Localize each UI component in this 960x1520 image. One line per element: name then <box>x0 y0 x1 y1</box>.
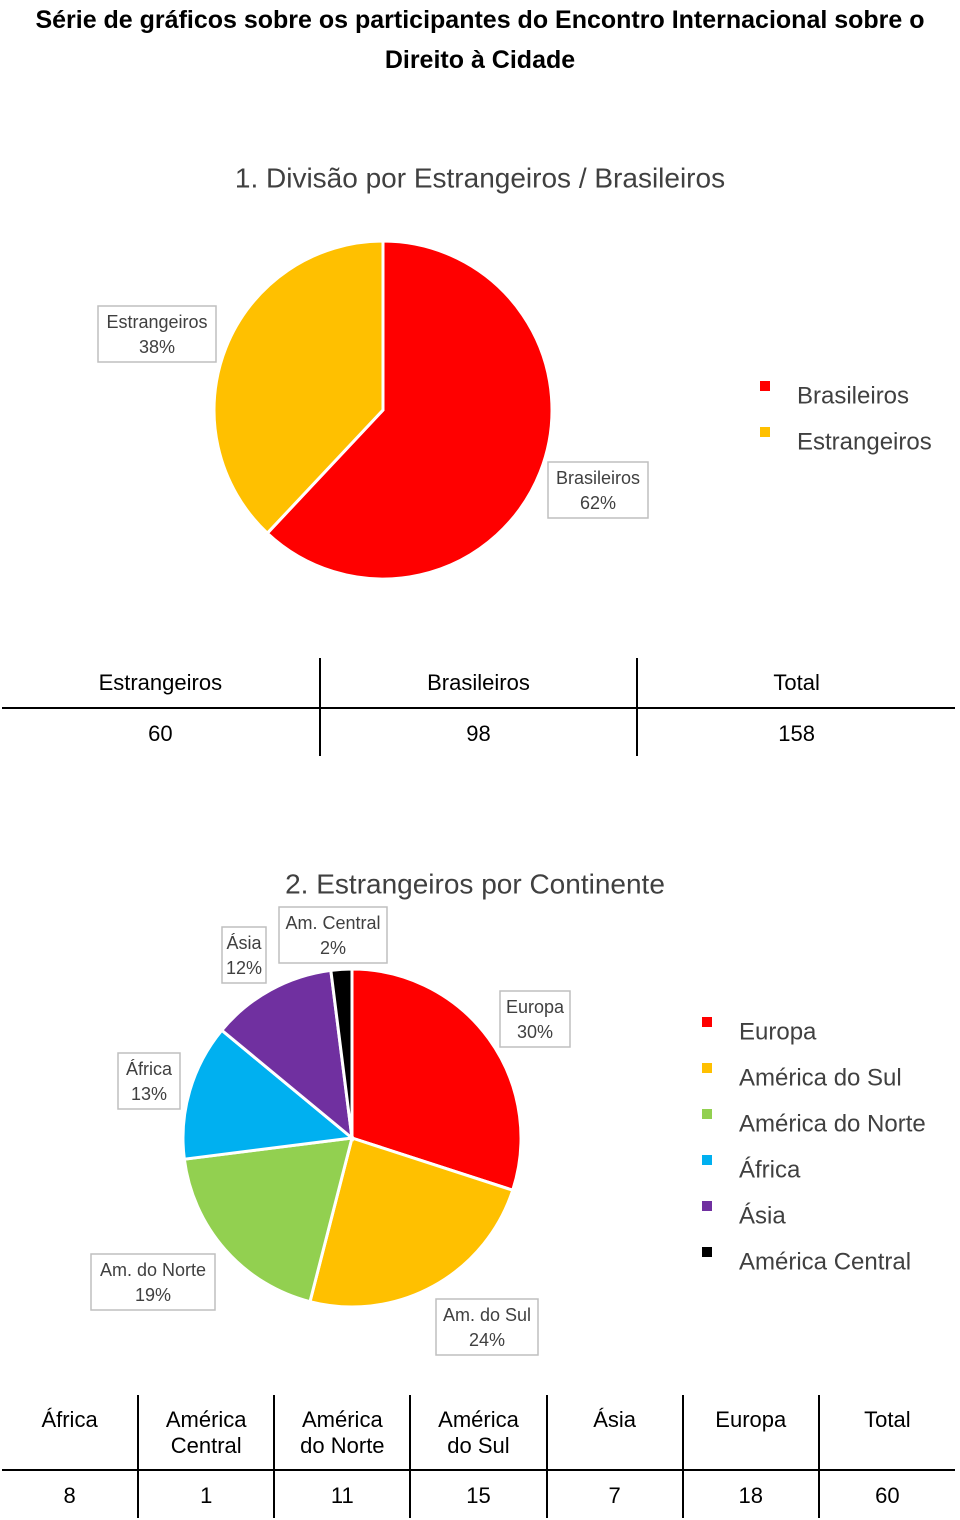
legend-swatch <box>760 427 770 437</box>
legend-swatch <box>702 1247 712 1257</box>
callout-box <box>547 461 649 519</box>
data-label-name: Europa <box>506 997 565 1017</box>
header-cell: Total <box>817 1395 955 1471</box>
legend-swatch <box>702 1017 712 1027</box>
legend-label: Ásia <box>739 1202 786 1229</box>
callout-box <box>435 1298 539 1356</box>
legend-label: América Central <box>739 1248 911 1275</box>
header-cell: Ásia <box>545 1395 683 1471</box>
cell: 1 <box>137 1470 275 1518</box>
table: Estrangeiros Brasileiros Total 60 98 158 <box>2 658 955 756</box>
data-label-name: Ásia <box>226 933 262 953</box>
pie-slice <box>219 968 354 1142</box>
legend-swatch <box>702 1063 712 1073</box>
header-cell: Total <box>636 658 955 709</box>
cell: 7 <box>545 1470 683 1518</box>
callout-box <box>90 1253 216 1311</box>
data-label-value: 13% <box>131 1084 167 1104</box>
chart-title: 2. Estrangeiros por Continente <box>285 868 665 899</box>
header-cell: América do Norte <box>273 1395 411 1471</box>
data-label-value: 2% <box>320 938 346 958</box>
pie-slice <box>308 1136 515 1309</box>
table-header: Estrangeiros Brasileiros Total <box>2 658 955 709</box>
chart-title: 1. Divisão por Estrangeiros / Brasileiro… <box>235 162 725 193</box>
legend-label: África <box>739 1156 801 1183</box>
callout-box <box>278 906 388 964</box>
table-row: 60 98 158 <box>2 708 955 756</box>
cell: 60 <box>817 1470 955 1518</box>
pie-slice <box>265 239 554 581</box>
header-cell: África <box>2 1395 139 1471</box>
data-label-value: 24% <box>469 1330 505 1350</box>
data-label-name: África <box>126 1059 173 1079</box>
header-cell: Brasileiros <box>318 658 638 709</box>
data-label-value: 12% <box>226 958 262 978</box>
table: África América Central América do Norte Amé… <box>2 1395 955 1518</box>
legend-label: América do Sul <box>739 1064 902 1091</box>
pie-slice <box>181 1028 356 1161</box>
header-cell: Europa <box>681 1395 819 1471</box>
callout-box <box>117 1052 181 1110</box>
data-label-name: Am. Central <box>285 913 380 933</box>
legend-swatch <box>760 381 770 391</box>
table-header: África América Central América do Norte Amé… <box>2 1395 955 1471</box>
cell: 18 <box>681 1470 819 1518</box>
pie-slice <box>329 967 354 1139</box>
header-cell: América Central <box>137 1395 275 1471</box>
cell: 15 <box>409 1470 547 1518</box>
pie-slice <box>182 1136 355 1304</box>
data-label-name: Am. do Norte <box>100 1260 206 1280</box>
data-label-value: 62% <box>580 493 616 513</box>
legend-label: Brasileiros <box>797 382 909 409</box>
cell: 158 <box>636 708 955 756</box>
legend-swatch <box>702 1201 712 1211</box>
pie-slice <box>212 239 385 536</box>
data-label-value: 38% <box>139 337 175 357</box>
cell: 11 <box>273 1470 411 1518</box>
cell: 8 <box>63 1483 76 1508</box>
table-row: 8 1 11 15 7 18 60 <box>2 1470 955 1518</box>
data-label-name: Estrangeiros <box>106 312 207 332</box>
cell: 98 <box>318 708 638 756</box>
data-label-value: 30% <box>517 1022 553 1042</box>
legend-swatch <box>702 1155 712 1165</box>
callout-box <box>97 305 217 363</box>
data-label-name: Brasileiros <box>556 468 640 488</box>
legend-label: Europa <box>739 1018 817 1045</box>
legend-swatch <box>702 1109 712 1119</box>
cell: 60 <box>148 721 173 746</box>
pie-slice <box>350 967 523 1193</box>
document-title: Série de gráficos sobre os participantes… <box>35 6 925 74</box>
legend-label: América do Norte <box>739 1110 926 1137</box>
callout-box <box>221 926 267 984</box>
header-cell: América do Sul <box>409 1395 547 1471</box>
header-cell: Estrangeiros <box>2 658 320 709</box>
legend-label: Estrangeiros <box>797 428 932 455</box>
callout-box <box>499 990 571 1048</box>
data-label-name: Am. do Sul <box>443 1305 531 1325</box>
data-label-value: 19% <box>135 1285 171 1305</box>
